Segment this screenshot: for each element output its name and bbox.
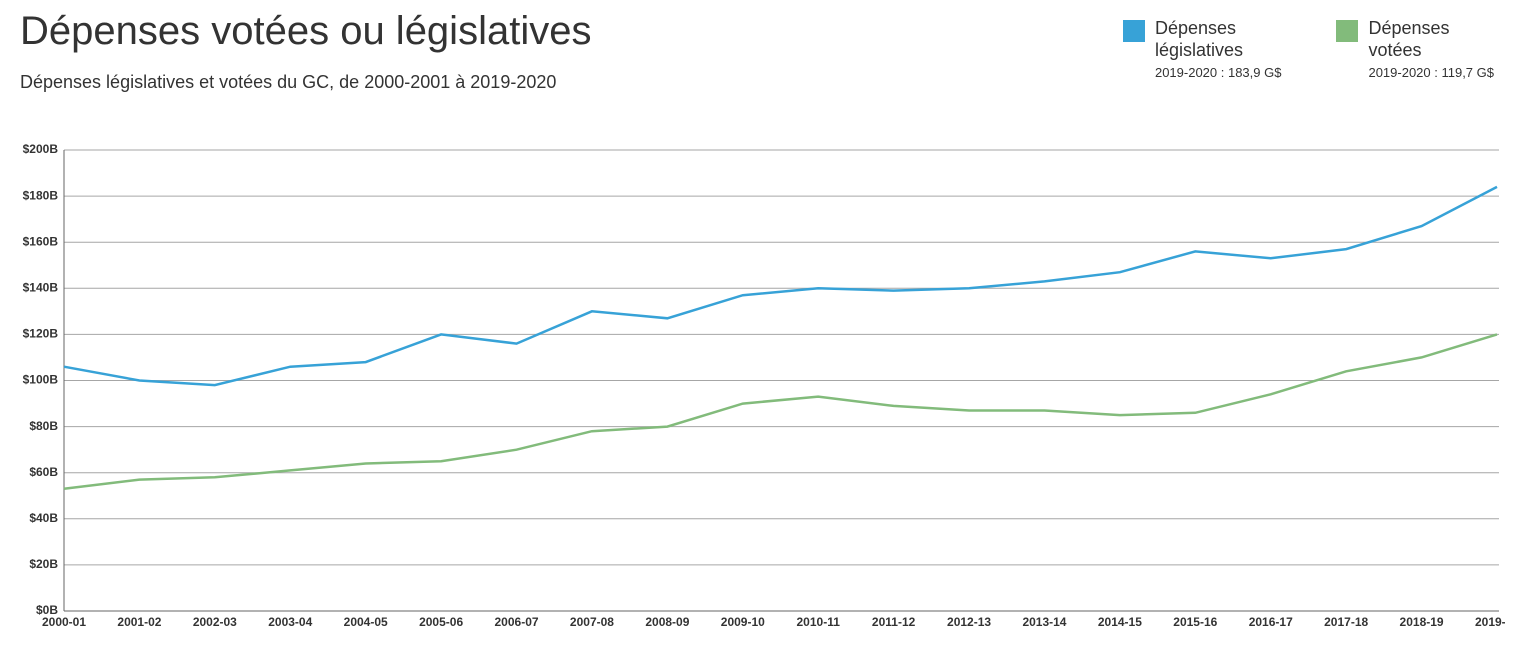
svg-text:2002-03: 2002-03 — [193, 615, 237, 629]
svg-text:2003-04: 2003-04 — [268, 615, 312, 629]
svg-text:2001-02: 2001-02 — [117, 615, 161, 629]
svg-text:2012-13: 2012-13 — [947, 615, 991, 629]
legend-item-votees: Dépenses votées 2019-2020 : 119,7 G$ — [1336, 18, 1494, 80]
svg-text:$160B: $160B — [23, 234, 59, 248]
legend-label: Dépenses votées — [1368, 18, 1494, 61]
legend-item-legislatives: Dépenses législatives 2019-2020 : 183,9 … — [1123, 18, 1282, 80]
chart-area: $0B$20B$40B$60B$80B$100B$120B$140B$160B$… — [14, 140, 1505, 635]
svg-text:2013-14: 2013-14 — [1022, 615, 1066, 629]
svg-text:2000-01: 2000-01 — [42, 615, 86, 629]
legend-sublabel: 2019-2020 : 183,9 G$ — [1155, 65, 1282, 80]
svg-text:$20B: $20B — [29, 557, 58, 571]
svg-text:2015-16: 2015-16 — [1173, 615, 1217, 629]
svg-text:$180B: $180B — [23, 188, 59, 202]
line-chart-svg: $0B$20B$40B$60B$80B$100B$120B$140B$160B$… — [14, 140, 1505, 635]
svg-text:2009-10: 2009-10 — [721, 615, 765, 629]
svg-text:2014-15: 2014-15 — [1098, 615, 1142, 629]
svg-text:2019-20: 2019-20 — [1475, 615, 1505, 629]
svg-text:2017-18: 2017-18 — [1324, 615, 1368, 629]
svg-text:2010-11: 2010-11 — [797, 615, 841, 629]
svg-text:$200B: $200B — [23, 142, 59, 156]
svg-text:$40B: $40B — [29, 511, 58, 525]
svg-text:$80B: $80B — [29, 419, 58, 433]
legend-sublabel: 2019-2020 : 119,7 G$ — [1368, 65, 1494, 80]
svg-text:2008-09: 2008-09 — [645, 615, 689, 629]
legend-swatch — [1336, 20, 1358, 42]
svg-text:2005-06: 2005-06 — [419, 615, 463, 629]
legend: Dépenses législatives 2019-2020 : 183,9 … — [1123, 18, 1494, 80]
svg-text:2007-08: 2007-08 — [570, 615, 614, 629]
svg-text:2016-17: 2016-17 — [1249, 615, 1293, 629]
svg-text:$100B: $100B — [23, 373, 59, 387]
svg-text:$60B: $60B — [29, 465, 58, 479]
legend-label: Dépenses législatives — [1155, 18, 1282, 61]
svg-text:2018-19: 2018-19 — [1400, 615, 1444, 629]
svg-text:$120B: $120B — [23, 327, 59, 341]
svg-text:$140B: $140B — [23, 280, 59, 294]
svg-text:2011-12: 2011-12 — [872, 615, 916, 629]
legend-swatch — [1123, 20, 1145, 42]
svg-text:2006-07: 2006-07 — [495, 615, 539, 629]
svg-text:2004-05: 2004-05 — [344, 615, 388, 629]
